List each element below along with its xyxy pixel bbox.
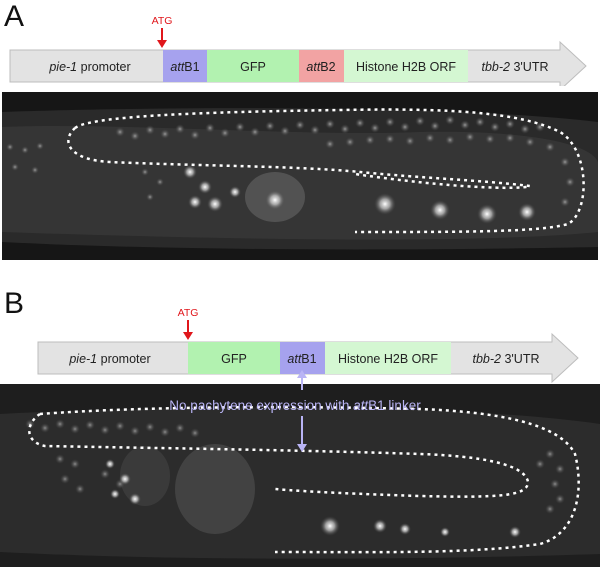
bright-oocyte-nuclei bbox=[183, 165, 536, 224]
germline-outline-inner bbox=[67, 127, 531, 190]
atg-arrow-head bbox=[183, 332, 193, 340]
label-tbb2-utr: tbb-2 3'UTR bbox=[481, 60, 548, 74]
label-tbb2-utr: tbb-2 3'UTR bbox=[472, 352, 539, 366]
micrograph-a bbox=[2, 92, 598, 260]
construct-a: ATG pie-1 promoter attB1 GFP attB2 Histo… bbox=[9, 15, 587, 86]
worm-body bbox=[0, 407, 600, 559]
atg-label: ATG bbox=[178, 307, 199, 319]
construct-b: ATG pie-1 promoter GFP attB1 Histone H2B… bbox=[37, 307, 579, 384]
atg-label: ATG bbox=[152, 15, 173, 27]
segment-attb2 bbox=[299, 50, 344, 82]
label-attb1: attB1 bbox=[287, 352, 316, 366]
label-histone-h2b-orf: Histone H2B ORF bbox=[338, 352, 438, 366]
label-attb2: attB2 bbox=[306, 60, 335, 74]
annotation-no-pachytene: No pachytene expression with attB1 linke… bbox=[169, 398, 421, 413]
label-pie1-promoter: pie-1 promoter bbox=[48, 60, 130, 74]
atg-arrow-head bbox=[157, 40, 167, 48]
panel-letter-a: A bbox=[4, 0, 25, 33]
segment-attb1 bbox=[280, 342, 325, 374]
panel-letter-b: B bbox=[4, 287, 25, 320]
oocyte-2 bbox=[120, 446, 170, 506]
distal-nuclei bbox=[25, 419, 565, 514]
label-gfp: GFP bbox=[240, 60, 266, 74]
segment-gfp bbox=[188, 342, 280, 374]
bright-oocyte-nuclei bbox=[105, 459, 521, 538]
label-gfp: GFP bbox=[221, 352, 247, 366]
segment-histone-h2b-orf bbox=[325, 342, 451, 374]
label-pie1-promoter: pie-1 promoter bbox=[68, 352, 150, 366]
segment-histone-h2b-orf bbox=[344, 50, 468, 82]
label-attb1: attB1 bbox=[170, 60, 199, 74]
micrograph-b: No pachytene expression with attB1 linke… bbox=[0, 384, 600, 567]
label-histone-h2b-orf: Histone H2B ORF bbox=[356, 60, 456, 74]
pachytene-nuclei bbox=[6, 115, 575, 207]
segment-gfp bbox=[207, 50, 299, 82]
oocyte bbox=[175, 444, 255, 534]
segment-attb1 bbox=[163, 50, 207, 82]
germline-outline bbox=[39, 405, 580, 554]
